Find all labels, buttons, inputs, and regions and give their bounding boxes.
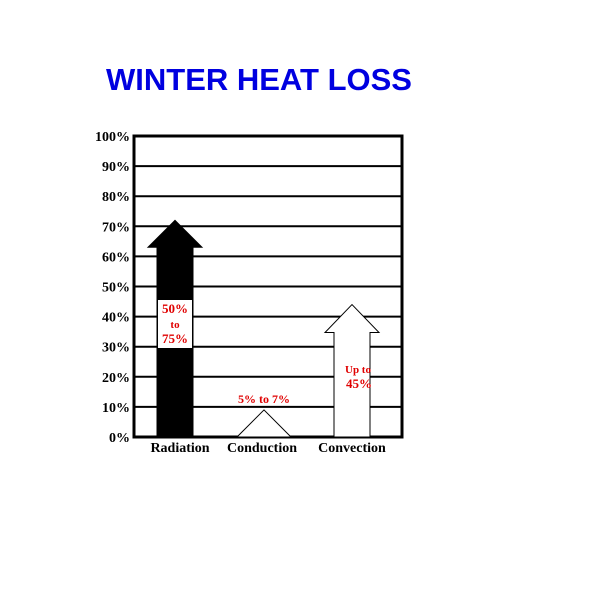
bar-convection — [323, 303, 381, 438]
y-tick-label: 70% — [102, 220, 130, 235]
category-label-convection: Convection — [318, 441, 386, 456]
bar-conduction — [235, 409, 293, 438]
y-tick-label: 40% — [102, 311, 130, 326]
annotation-radiation-line: 75% — [162, 331, 188, 346]
annotation-convection-line: 45% — [346, 376, 372, 391]
y-tick-label: 90% — [102, 160, 130, 175]
y-tick-label: 10% — [102, 401, 130, 416]
y-tick-label: 60% — [102, 250, 130, 265]
category-label-conduction: Conduction — [227, 441, 297, 456]
category-label-radiation: Radiation — [150, 441, 209, 456]
chart-title: WINTER HEAT LOSS — [106, 62, 412, 97]
y-tick-label: 50% — [102, 281, 130, 296]
annotation-conduction: 5% to 7% — [238, 392, 290, 406]
annotation-box-radiation — [158, 300, 192, 348]
y-tick-label: 80% — [102, 190, 130, 205]
annotation-radiation-line: to — [170, 319, 180, 331]
y-tick-label: 20% — [102, 371, 130, 386]
y-tick-label: 30% — [102, 341, 130, 356]
annotation-radiation-line: 50% — [162, 301, 188, 316]
annotation-convection-line: Up to — [345, 364, 371, 376]
y-tick-label: 100% — [95, 130, 130, 145]
y-tick-label: 0% — [109, 431, 130, 446]
